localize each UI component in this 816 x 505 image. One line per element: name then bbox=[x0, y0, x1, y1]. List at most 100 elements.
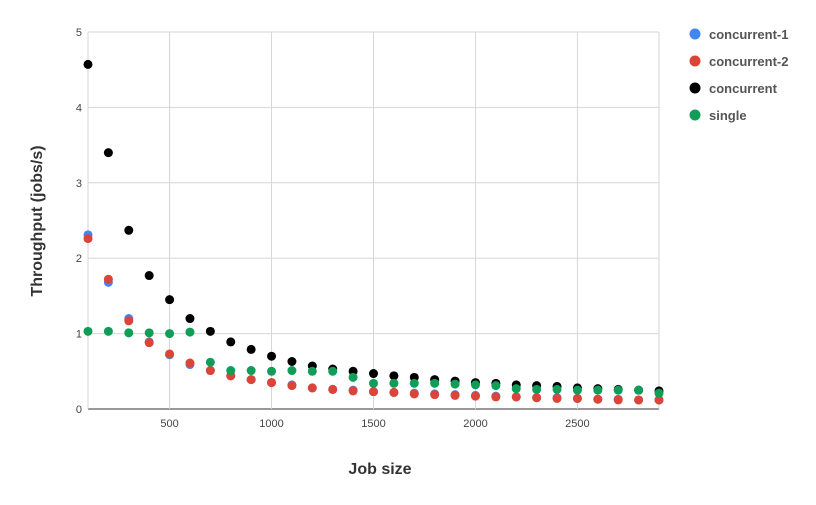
data-point bbox=[430, 390, 440, 400]
y-tick-label: 4 bbox=[76, 102, 82, 114]
data-point bbox=[634, 385, 644, 395]
data-point bbox=[144, 271, 154, 281]
data-point bbox=[348, 386, 358, 396]
legend-label: concurrent-2 bbox=[709, 54, 788, 69]
data-point bbox=[409, 378, 419, 388]
data-points bbox=[83, 59, 664, 405]
data-point bbox=[287, 356, 297, 366]
data-point bbox=[572, 385, 582, 395]
legend: concurrent-1 concurrent-2 concurrent single bbox=[689, 27, 788, 123]
data-point bbox=[103, 326, 113, 336]
data-point bbox=[328, 384, 338, 394]
data-point bbox=[450, 379, 460, 389]
data-point bbox=[83, 59, 93, 69]
data-point bbox=[287, 366, 297, 376]
x-axis-title: Job size bbox=[348, 461, 411, 478]
data-point bbox=[552, 384, 562, 394]
data-point bbox=[124, 328, 134, 338]
gridlines bbox=[87, 31, 660, 410]
data-point bbox=[369, 387, 378, 397]
y-tick-label: 1 bbox=[76, 329, 82, 341]
data-point bbox=[185, 314, 195, 324]
data-point bbox=[246, 375, 256, 385]
data-point bbox=[389, 387, 399, 397]
data-point bbox=[307, 366, 317, 376]
legend-item-single: single bbox=[689, 108, 747, 123]
data-point bbox=[532, 393, 542, 403]
y-tick-label: 5 bbox=[76, 27, 82, 39]
legend-marker bbox=[689, 82, 701, 94]
data-point bbox=[430, 378, 440, 388]
data-point bbox=[613, 395, 623, 405]
data-point bbox=[491, 392, 501, 402]
data-point bbox=[532, 384, 542, 394]
legend-marker bbox=[689, 109, 701, 121]
data-point bbox=[185, 358, 195, 368]
legend-item-concurrent: concurrent bbox=[689, 81, 778, 96]
data-point bbox=[185, 327, 195, 337]
data-point bbox=[165, 295, 175, 305]
data-point bbox=[389, 378, 399, 388]
x-axis-ticks: 500 1000 1500 2000 2500 bbox=[160, 418, 589, 430]
legend-marker bbox=[689, 55, 701, 67]
data-point bbox=[103, 148, 113, 158]
x-tick-label: 1000 bbox=[259, 418, 283, 430]
legend-label: single bbox=[709, 108, 747, 123]
data-point bbox=[144, 328, 154, 338]
x-tick-label: 2500 bbox=[565, 418, 589, 430]
data-point bbox=[450, 390, 460, 400]
data-point bbox=[267, 378, 277, 388]
y-tick-label: 0 bbox=[76, 404, 82, 416]
data-point bbox=[552, 393, 562, 403]
legend-label: concurrent bbox=[709, 81, 778, 96]
data-point bbox=[144, 338, 154, 348]
data-point bbox=[103, 274, 113, 284]
data-point bbox=[226, 366, 236, 376]
data-point bbox=[389, 371, 399, 381]
series-concurrent-2 bbox=[83, 234, 664, 405]
legend-marker bbox=[689, 28, 701, 40]
data-point bbox=[246, 366, 256, 376]
data-point bbox=[124, 316, 134, 326]
data-point bbox=[328, 366, 338, 376]
data-point bbox=[511, 384, 521, 394]
data-point bbox=[654, 388, 664, 398]
y-tick-label: 2 bbox=[76, 253, 82, 265]
data-point bbox=[511, 392, 521, 402]
data-point bbox=[267, 351, 277, 361]
x-tick-label: 500 bbox=[160, 418, 178, 430]
y-axis-title: Throughput (jobs/s) bbox=[29, 145, 46, 296]
data-point bbox=[165, 349, 175, 359]
data-point bbox=[593, 385, 603, 395]
legend-label: concurrent-1 bbox=[709, 27, 788, 42]
legend-item-concurrent-1: concurrent-1 bbox=[689, 27, 788, 42]
legend-item-concurrent-2: concurrent-2 bbox=[689, 54, 788, 69]
data-point bbox=[348, 372, 358, 382]
data-point bbox=[613, 385, 623, 395]
data-point bbox=[287, 381, 297, 391]
data-point bbox=[593, 394, 603, 404]
data-point bbox=[369, 369, 378, 379]
x-tick-label: 1500 bbox=[361, 418, 385, 430]
data-point bbox=[307, 383, 317, 393]
data-point bbox=[226, 337, 236, 347]
data-point bbox=[83, 234, 93, 244]
data-point bbox=[205, 366, 215, 376]
data-point bbox=[572, 393, 582, 403]
series-single bbox=[83, 326, 664, 398]
data-point bbox=[205, 326, 215, 336]
data-point bbox=[83, 326, 93, 336]
data-point bbox=[634, 395, 644, 405]
x-tick-label: 2000 bbox=[463, 418, 487, 430]
y-tick-label: 3 bbox=[76, 178, 82, 190]
data-point bbox=[205, 357, 215, 367]
data-point bbox=[654, 395, 664, 405]
data-point bbox=[124, 225, 134, 235]
data-point bbox=[267, 366, 277, 376]
y-axis-ticks: 0 1 2 3 4 5 bbox=[76, 27, 82, 416]
data-point bbox=[246, 344, 256, 354]
data-point bbox=[369, 378, 378, 388]
data-point bbox=[165, 329, 175, 339]
data-point bbox=[470, 391, 480, 401]
